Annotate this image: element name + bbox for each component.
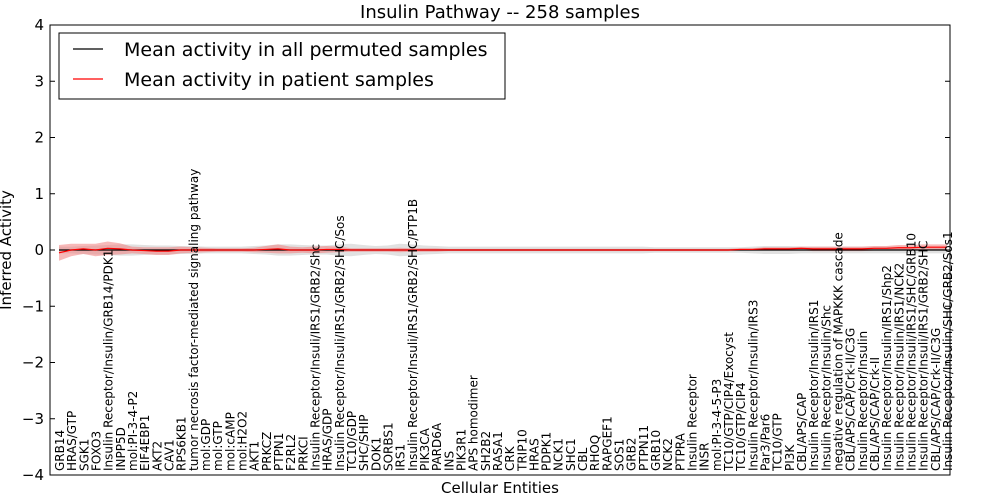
x-tick-label: PTPN1 <box>272 433 286 471</box>
x-tick-label: Par3/Par6 <box>759 414 773 471</box>
x-tick-label: PARD6A <box>430 422 444 471</box>
x-tick-label: Insulin Receptor/Insulin/GRB14/PDK1 <box>102 250 116 471</box>
x-tick-label: INSR <box>698 443 712 471</box>
x-tick-label: PTPRA <box>673 432 687 471</box>
x-tick-label: Insulin Receptor/Insulin/Shc <box>819 305 833 471</box>
x-tick-label: SHC/SHIP <box>357 415 371 471</box>
x-tick-label: GRB10 <box>649 430 663 471</box>
x-tick-label: Insulin Receptor/Insulin <box>856 331 870 471</box>
x-tick-label: negative regulation of MAPKKK cascade <box>832 232 846 471</box>
x-tick-label: CRK <box>503 445 517 471</box>
x-tick-label: CAV1 <box>162 439 176 471</box>
x-tick-label: mol:GDP <box>199 419 213 471</box>
x-axis-label: Cellular Entities <box>441 479 559 497</box>
line-layer <box>58 246 947 254</box>
x-tick-label: CBL/APS/CAP/Crk-II <box>868 357 882 471</box>
y-tick-label: −3 <box>22 410 44 428</box>
x-tick-label: RASA1 <box>491 431 505 471</box>
x-tick-label: RHOQ <box>588 435 602 471</box>
x-tick-label: INPP5D <box>114 427 128 471</box>
x-tick-label: mol:PI-3-4-P2 <box>126 391 140 471</box>
x-tick-label: TRIP10 <box>515 429 529 472</box>
x-tick-label: PIK3R1 <box>454 429 468 471</box>
x-tick-label: SOS1 <box>613 439 627 471</box>
x-tick-label: RPS6KB1 <box>175 416 189 471</box>
x-tick-label: Insulin Receptor/Insulin/IRS1/Shp2 <box>880 265 894 471</box>
x-tick-label: PRKCZ <box>260 432 274 471</box>
x-tick-label: TC10/GDP <box>345 411 359 472</box>
x-tick-label: SGK1 <box>77 439 91 471</box>
x-tick-label: APS homodimer <box>467 375 481 471</box>
x-tick-label: PI3K <box>783 444 797 471</box>
x-tick-label: Insulin Receptor/Insuli/IRS1/GRB2/Shc <box>308 244 322 471</box>
x-tick-label: HRAS <box>527 438 541 471</box>
legend-box <box>58 32 506 100</box>
x-tick-label: mol:cAMP <box>223 412 237 471</box>
x-tick-label: GRB14 <box>53 430 67 471</box>
x-tick-label: DOK1 <box>369 437 383 471</box>
chart-title: Insulin Pathway -- 258 samples <box>360 2 640 23</box>
x-tick-label: TC10/GTP/CIP4 <box>734 382 748 472</box>
patient-band <box>59 241 947 261</box>
x-tick-label: PIK3CA <box>418 427 432 471</box>
y-tick-label: 0 <box>34 241 44 259</box>
x-tick-label: HRAS/GDP <box>321 408 335 471</box>
x-tick-label: Insulin Receptor/Insulin/SHC/GRB2/Sos1 <box>941 231 955 471</box>
x-tick-label: mol:GTP <box>211 421 225 471</box>
x-tick-label: NCK2 <box>661 438 675 471</box>
x-tick-label: EIF4EBP1 <box>138 415 152 471</box>
x-tick-label: Insulin Receptor/Insulin/IRS3 <box>746 300 760 471</box>
x-tick-label: Insulin Receptor/Insulin/IRS1/NCK2 <box>892 263 906 471</box>
x-tick-label: GRB2 <box>625 437 639 471</box>
x-tick-label: Insulin Receptor/Insuli/IRS1/GRB2/SHC <box>917 241 931 471</box>
x-tick-label: SORBS1 <box>381 422 395 471</box>
x-tick-label: Insulin Receptor/Insuli/IRS1/GRB2/SHC/So… <box>333 215 347 471</box>
x-tick-label: FOXO3 <box>89 431 103 471</box>
legend-label-permuted: Mean activity in all permuted samples <box>124 39 487 61</box>
x-tick-label: tumor necrosis factor-mediated signaling… <box>187 169 201 471</box>
x-tick-label: CBL/APS/CAP <box>795 393 809 471</box>
y-tick-label: −1 <box>22 297 44 315</box>
plot-frame <box>49 24 951 476</box>
x-tick-label: PTPN11 <box>637 425 651 471</box>
x-tick-label: SHC1 <box>564 438 578 471</box>
x-tick-label: Insulin Receptor/Insuli/IRS1/SHC/GRB10 <box>905 233 919 471</box>
x-tick-label: IRS1 <box>394 444 408 471</box>
y-tick-label: 3 <box>34 72 44 90</box>
y-axis-ticks: 4 3 2 1 0 −1 −2 −3 −4 <box>22 16 950 484</box>
y-tick-label: −4 <box>22 466 44 484</box>
x-tick-label: SH2B2 <box>479 431 493 471</box>
x-tick-label: TC10/GTP/CIP4/Exocyst <box>722 332 736 472</box>
legend-label-patient: Mean activity in patient samples <box>124 69 434 91</box>
x-tick-label: F2RL2 <box>284 434 298 471</box>
x-tick-label: NCK1 <box>552 438 566 471</box>
x-tick-label: Insulin Receptor/Insulin/IRS1 <box>807 300 821 471</box>
x-tick-label: mol:PI-3-4-5-P3 <box>710 379 724 471</box>
x-tick-label: CBL/APS/CAP/Crk-II/C3G <box>929 328 943 471</box>
x-tick-label: Insulin Receptor <box>686 374 700 471</box>
y-tick-label: 4 <box>34 16 44 34</box>
x-tick-label: PDPK1 <box>540 432 554 471</box>
x-tick-label: CBL/APS/CAP/Crk-II/C3G <box>844 328 858 471</box>
y-axis-label: Inferred Activity <box>0 190 15 310</box>
legend: Mean activity in all permuted samples Me… <box>58 32 506 100</box>
x-tick-label: Insulin Receptor/Insuli/IRS1/GRB2/SHC/PT… <box>406 199 420 471</box>
patient-mean-line <box>58 246 947 254</box>
x-tick-label: CBL <box>576 447 590 471</box>
x-tick-label: HRAS/GTP <box>65 411 79 471</box>
y-tick-label: −2 <box>22 354 44 372</box>
x-tick-label: PRKCI <box>296 436 310 471</box>
x-tick-label: INS <box>442 451 456 471</box>
x-tick-label: AKT1 <box>248 441 262 471</box>
y-tick-label: 1 <box>34 185 44 203</box>
x-tick-label: mol:H2O2 <box>235 411 249 471</box>
x-tick-label: AKT2 <box>150 441 164 471</box>
x-tick-label: TC10/GTP <box>771 413 785 472</box>
y-tick-label: 2 <box>34 129 44 147</box>
x-tick-label: RAPGEF1 <box>600 416 614 471</box>
